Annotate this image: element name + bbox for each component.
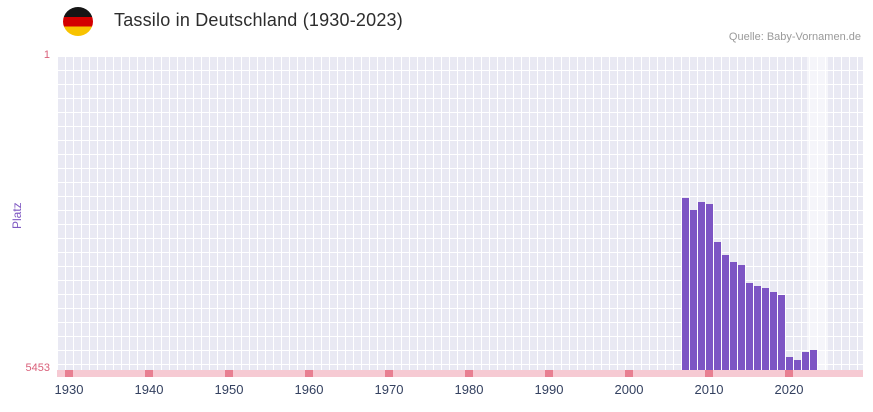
x-tick-label-2000: 2000 — [614, 382, 644, 397]
x-tick-label-1960: 1960 — [294, 382, 324, 397]
bar-2017[interactable] — [761, 288, 769, 370]
y-tick-label-bottom: 5453 — [25, 362, 50, 374]
bar-2013[interactable] — [729, 262, 737, 370]
axis-tick-1980 — [465, 370, 473, 377]
x-tick-label-1970: 1970 — [374, 382, 404, 397]
x-axis-labels: 1930 1940 1950 1960 1970 1980 1990 2000 2010 2020 — [54, 382, 863, 404]
x-tick-label-1950: 1950 — [214, 382, 244, 397]
x-tick-label-1990: 1990 — [534, 382, 564, 397]
bar-2020[interactable] — [785, 357, 793, 370]
axis-tick-2010 — [705, 370, 713, 377]
chart-title: Tassilo in Deutschland (1930-2023) — [114, 10, 403, 30]
bar-2018[interactable] — [769, 292, 777, 370]
x-tick-label-1940: 1940 — [134, 382, 164, 397]
plot-area — [57, 56, 863, 370]
bar-2012[interactable] — [721, 255, 729, 370]
bar-2008[interactable] — [689, 209, 697, 370]
bar-2019[interactable] — [777, 294, 785, 370]
bar-2014[interactable] — [737, 265, 745, 370]
axis-tick-1990 — [545, 370, 553, 377]
german-flag-icon — [63, 7, 93, 36]
bar-2009[interactable] — [697, 202, 705, 370]
axis-tick-1970 — [385, 370, 393, 377]
bar-2023[interactable] — [809, 350, 817, 370]
bar-2016[interactable] — [753, 285, 761, 370]
bar-2011[interactable] — [713, 241, 721, 370]
x-tick-label-2020: 2020 — [774, 382, 804, 397]
x-axis-baseline — [57, 370, 863, 377]
axis-tick-2020 — [785, 370, 793, 377]
axis-tick-1940 — [145, 370, 153, 377]
axis-tick-1960 — [305, 370, 313, 377]
y-tick-label-top: 1 — [43, 49, 50, 61]
x-tick-label-2010: 2010 — [694, 382, 724, 397]
bar-2021[interactable] — [793, 360, 801, 370]
axis-tick-1950 — [225, 370, 233, 377]
bar-2015[interactable] — [745, 282, 753, 370]
bar-2010[interactable] — [705, 203, 713, 370]
bar-2022[interactable] — [801, 351, 809, 370]
x-tick-label-1980: 1980 — [454, 382, 484, 397]
axis-tick-1930 — [65, 370, 73, 377]
y-axis-title: Platz — [10, 202, 24, 229]
source-attribution: Quelle: Baby-Vornamen.de — [728, 31, 861, 43]
bar-2007[interactable] — [681, 198, 689, 370]
recent-years-highlight — [806, 56, 829, 370]
x-tick-label-1930: 1930 — [54, 382, 84, 397]
axis-tick-2000 — [625, 370, 633, 377]
